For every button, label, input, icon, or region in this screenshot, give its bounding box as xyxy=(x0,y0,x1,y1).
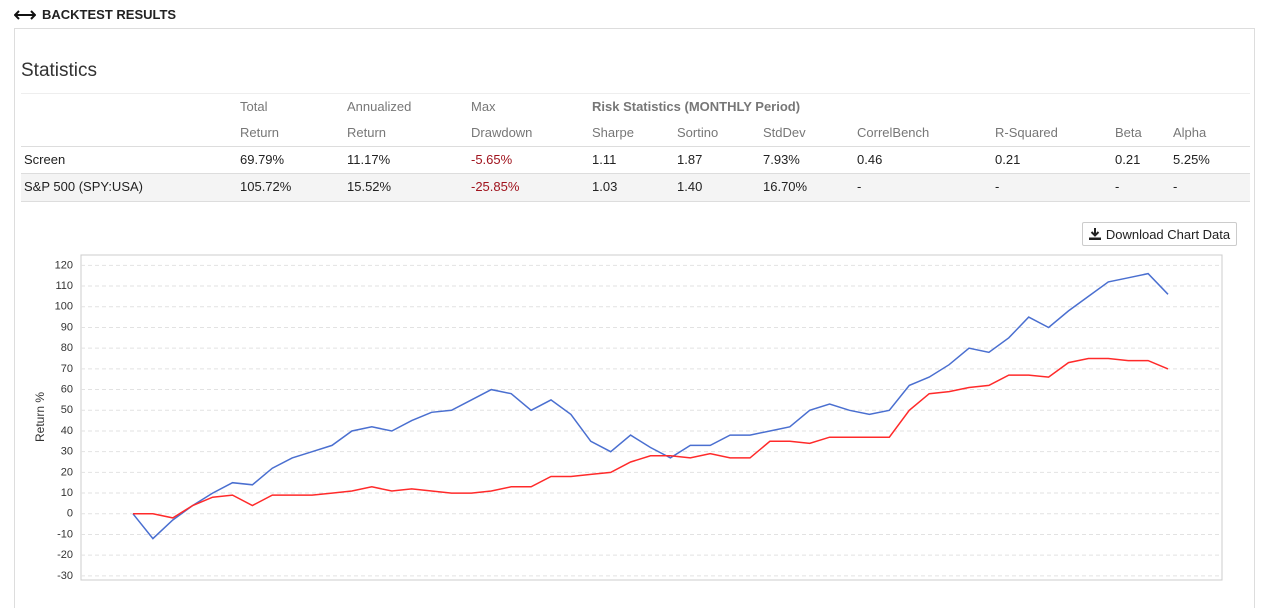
table-cell: 0.21 xyxy=(995,152,1021,167)
group-header: Risk Statistics (MONTHLY Period) xyxy=(592,99,801,114)
y-tick-label: 40 xyxy=(61,425,73,437)
column-header: R-Squared xyxy=(995,125,1058,140)
table-cell: -5.65% xyxy=(471,152,513,167)
table-cell: 105.72% xyxy=(240,179,292,194)
table-cell: - xyxy=(1173,179,1178,194)
table-cell: 0.46 xyxy=(857,152,883,167)
series-line xyxy=(133,357,1169,519)
expand-icon xyxy=(14,9,36,20)
statistics-title: Statistics xyxy=(21,60,98,81)
table-cell: 5.25% xyxy=(1173,152,1210,167)
series-line xyxy=(132,272,1169,540)
results-panel xyxy=(14,28,1255,608)
table-cell: 15.52% xyxy=(347,179,392,194)
y-tick-label: 50 xyxy=(61,404,73,416)
y-tick-label: 0 xyxy=(67,508,73,520)
column-header: StdDev xyxy=(763,125,806,140)
table-cell: - xyxy=(857,179,862,194)
table-cell: 1.11 xyxy=(592,152,617,167)
y-tick-label: 110 xyxy=(55,280,73,292)
column-header: Sortino xyxy=(677,125,719,140)
download-icon xyxy=(1088,228,1101,240)
plot-frame xyxy=(80,254,1223,581)
column-header: Return xyxy=(240,125,280,140)
divider xyxy=(21,93,1250,94)
table-cell: -25.85% xyxy=(471,179,520,194)
y-tick-label: -10 xyxy=(57,528,73,540)
table-cell: 0.21 xyxy=(1115,152,1141,167)
column-header: Beta xyxy=(1115,125,1142,140)
y-tick-label: 80 xyxy=(61,342,73,354)
column-header: Drawdown xyxy=(471,125,533,140)
y-tick-label: 10 xyxy=(61,487,73,499)
y-tick-label: 20 xyxy=(61,466,73,478)
y-tick-label: -20 xyxy=(57,549,73,561)
y-tick-label: 120 xyxy=(55,259,73,271)
y-tick-label: -30 xyxy=(57,570,73,582)
download-button[interactable]: Download Chart Data xyxy=(1082,222,1237,246)
table-cell: - xyxy=(1115,179,1120,194)
chart: Return % -30 -20 -10 0 10 20 30 40 50 60 70 80 90 100… xyxy=(33,254,1223,582)
table-row xyxy=(21,146,1250,174)
column-header: Annualized xyxy=(347,99,412,114)
y-tick-label: 30 xyxy=(61,446,73,458)
table-cell: 69.79% xyxy=(240,152,285,167)
column-header: Sharpe xyxy=(592,125,634,140)
column-header: Alpha xyxy=(1173,125,1207,140)
y-tick-label: 90 xyxy=(61,321,73,333)
column-header: Total xyxy=(240,99,268,114)
table-cell: - xyxy=(995,179,1000,194)
download-label: Download Chart Data xyxy=(1105,226,1231,242)
table-cell: 1.87 xyxy=(677,152,703,167)
table-cell: 1.03 xyxy=(592,179,618,194)
page-header: BACKTEST RESULTS xyxy=(14,7,176,22)
table-row xyxy=(21,173,1250,202)
table-cell: 11.17% xyxy=(347,152,391,167)
page: {"header": {"title": "BACKTEST RESULTS"}… xyxy=(14,7,1255,608)
y-tick-label: 60 xyxy=(61,383,73,395)
y-tick-label: 100 xyxy=(55,301,73,313)
column-header: CorrelBench xyxy=(857,125,930,140)
y-tick-label: 70 xyxy=(61,363,73,375)
table-cell: 16.70% xyxy=(763,179,808,194)
row-label: Screen xyxy=(24,152,66,167)
table-cell: 1.40 xyxy=(677,179,703,194)
y-axis-label: Return % xyxy=(33,392,47,442)
header-title: BACKTEST RESULTS xyxy=(42,7,177,22)
column-header: Return xyxy=(347,125,387,140)
column-header: Max xyxy=(471,99,496,114)
table-cell: 7.93% xyxy=(763,152,800,167)
row-label: S&P 500 (SPY:USA) xyxy=(24,179,143,194)
